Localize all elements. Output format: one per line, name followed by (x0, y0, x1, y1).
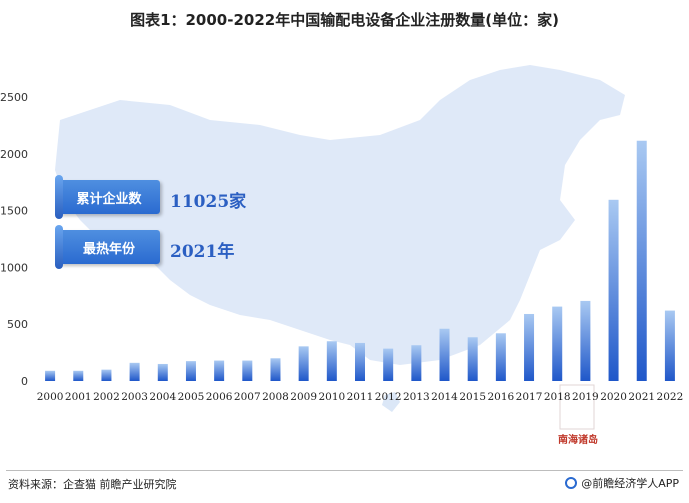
bar-2021 (636, 140, 647, 381)
china-map-background (55, 65, 625, 430)
bar-2011 (355, 342, 365, 381)
bar-2012 (383, 348, 394, 381)
y-tick-label: 500 (7, 318, 28, 331)
callout-hottest-value: 2021年 (170, 242, 235, 262)
brand-logo-icon (565, 477, 578, 489)
bar-2010 (326, 341, 337, 381)
y-tick-label: 2000 (0, 148, 28, 161)
bar-2019 (580, 300, 591, 381)
x-tick-label: 2005 (178, 391, 205, 403)
x-tick-label: 2011 (347, 391, 374, 403)
x-tick-label: 2012 (375, 391, 402, 403)
bar-2008 (270, 358, 281, 381)
y-tick-label: 0 (21, 375, 28, 388)
bar-2001 (73, 370, 84, 381)
bar-2002 (101, 369, 112, 381)
x-tick-label: 2002 (93, 391, 120, 403)
bar-2014 (439, 328, 450, 381)
bar-2007 (242, 360, 253, 381)
y-tick-label: 1000 (0, 261, 28, 274)
x-tick-label: 2017 (516, 391, 543, 403)
bar-2013 (411, 345, 422, 381)
bar-2015 (467, 337, 478, 381)
callout-hottest-label: 最热年份 (55, 225, 160, 269)
x-tick-label: 2019 (572, 391, 599, 403)
x-tick-label: 2009 (290, 391, 317, 403)
x-tick-label: 2021 (628, 391, 655, 403)
x-tick-label: 2008 (262, 391, 289, 403)
bars (45, 140, 675, 381)
x-tick-label: 2000 (37, 391, 64, 403)
x-tick-label: 2020 (600, 391, 627, 403)
brand-text: @前瞻经济学人APP (581, 477, 679, 490)
bar-2003 (129, 362, 140, 381)
bar-2022 (664, 310, 675, 381)
callout-cumulative-value: 11025家 (170, 192, 247, 212)
source-note: 资料来源：企查猫 前瞻产业研究院 (8, 478, 177, 491)
x-tick-label: 2007 (234, 391, 261, 403)
x-tick-label: 2003 (121, 391, 148, 403)
x-axis: 2000 2001 2002 2003 2004 2005 2006 2007 2008 2009… (37, 391, 684, 403)
bar-2017 (524, 313, 535, 381)
south-china-sea-label: 南海诸岛 (558, 435, 598, 446)
x-tick-label: 2022 (657, 391, 684, 403)
bar-2018 (552, 306, 563, 381)
x-tick-label: 2013 (403, 391, 430, 403)
x-tick-label: 2001 (65, 391, 92, 403)
bar-2005 (185, 361, 196, 381)
bar-2004 (157, 363, 168, 381)
brand: @前瞻经济学人APP (565, 475, 679, 491)
chart-title: 图表1：2000-2022年中国输配电设备企业注册数量(单位：家) (130, 11, 559, 29)
x-tick-label: 2014 (431, 391, 458, 403)
x-tick-label: 2018 (544, 391, 571, 403)
bar-2016 (495, 333, 506, 381)
bar-2000 (45, 370, 56, 381)
y-tick-label: 2500 (0, 91, 28, 104)
callout-cumulative-label: 累计企业数 (55, 175, 160, 219)
x-tick-label: 2016 (488, 391, 515, 403)
x-tick-label: 2015 (459, 391, 486, 403)
footer-divider (6, 470, 683, 471)
bar-2009 (298, 346, 309, 381)
bar-2020 (608, 199, 619, 381)
x-tick-label: 2010 (318, 391, 345, 403)
y-axis: 0 500 1000 1500 2000 2500 (0, 91, 28, 388)
x-tick-label: 2004 (149, 391, 176, 403)
x-tick-label: 2006 (206, 391, 233, 403)
bar-2006 (214, 360, 225, 381)
y-tick-label: 1500 (0, 205, 28, 218)
